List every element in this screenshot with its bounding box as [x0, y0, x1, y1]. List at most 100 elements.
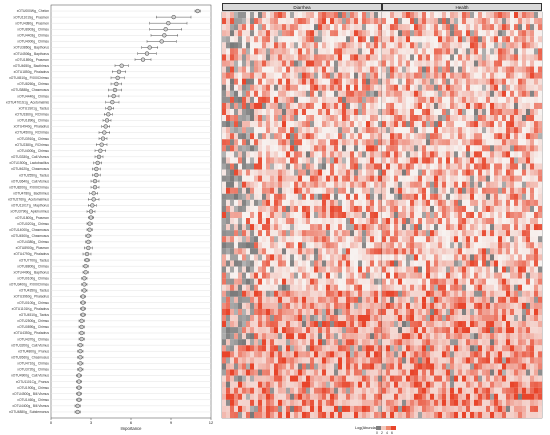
heatmap-cell: [266, 272, 271, 279]
heatmap-cell: [322, 327, 327, 334]
heatmap-cell: [454, 290, 459, 297]
heatmap-cell: [530, 248, 535, 255]
heatmap-cell: [394, 242, 399, 249]
heatmap-cell: [290, 102, 295, 110]
heatmap-cell: [454, 181, 459, 188]
heatmap-cell: [326, 66, 331, 73]
heatmap-cell: [294, 18, 299, 25]
heatmap-cell: [490, 290, 495, 297]
heatmap-cell: [262, 187, 267, 194]
heatmap-cell: [270, 290, 275, 297]
heatmap-cell: [466, 278, 471, 285]
heatmap-cell: [282, 321, 287, 328]
heatmap-cell: [314, 127, 319, 134]
heatmap-cell: [322, 399, 327, 406]
heatmap-cell: [282, 102, 287, 110]
heatmap-cell: [226, 345, 231, 352]
heatmap-cell: [226, 115, 231, 122]
heatmap-cell: [458, 181, 463, 188]
heatmap-cell: [398, 248, 403, 255]
heatmap-cell: [510, 48, 515, 55]
heatmap-cell: [222, 127, 227, 134]
dotplot-row-label: xOTU4650g_ Bacthimus: [13, 64, 49, 68]
heatmap-cell: [430, 181, 435, 188]
heatmap-cell: [482, 12, 487, 19]
heatmap-cell: [494, 260, 499, 267]
heatmap-cell: [466, 24, 471, 31]
heatmap-cell: [538, 60, 543, 67]
heatmap-cell: [430, 236, 435, 243]
heatmap-cell: [434, 266, 439, 273]
heatmap-cell: [518, 199, 523, 206]
heatmap-cell: [382, 236, 387, 243]
heatmap-cell: [274, 145, 279, 152]
heatmap-cell: [254, 66, 259, 73]
heatmap-cell: [538, 181, 543, 188]
heatmap-cell: [234, 345, 239, 352]
heatmap-cell: [230, 272, 235, 279]
heatmap-cell: [246, 127, 251, 134]
heatmap-cell: [342, 157, 347, 164]
heatmap-cell: [262, 363, 267, 370]
heatmap-cell: [434, 290, 439, 297]
heatmap-cell: [382, 266, 387, 273]
heatmap-cell: [414, 96, 419, 103]
heatmap-cell: [526, 211, 531, 219]
dotplot-row-label: xOTU4940g_ Phaladrus: [14, 125, 50, 129]
heatmap-cell: [514, 42, 519, 49]
heatmap-cell: [518, 236, 523, 243]
heatmap-cell: [346, 284, 351, 291]
heatmap-cell: [466, 236, 471, 243]
heatmap-cell: [222, 115, 227, 122]
heatmap-cell: [326, 151, 331, 158]
heatmap-cell: [322, 351, 327, 358]
heatmap-cell: [222, 163, 227, 170]
heatmap-cell: [294, 24, 299, 31]
heatmap-cell: [342, 18, 347, 25]
heatmap-cell: [366, 302, 371, 309]
heatmap-cell: [394, 248, 399, 255]
heatmap-cell: [326, 308, 331, 316]
heatmap-cell: [242, 169, 247, 176]
heatmap-cell: [518, 84, 523, 91]
heatmap-cell: [510, 18, 515, 25]
heatmap-cell: [394, 12, 399, 19]
heatmap-cell: [270, 387, 275, 394]
heatmap-cell: [446, 242, 451, 249]
heatmap-cell: [342, 230, 347, 237]
heatmap-cell: [390, 151, 395, 158]
heatmap-cell: [258, 260, 263, 267]
heatmap-cell: [238, 187, 243, 194]
heatmap-cell: [390, 60, 395, 67]
heatmap-cell: [238, 278, 243, 285]
heatmap-cell: [222, 205, 227, 213]
heatmap-cell: [226, 387, 231, 394]
heatmap-cell: [446, 284, 451, 291]
heatmap-cell: [250, 163, 255, 170]
dotplot-row-label: xOTU3330g_ Call.Vismus: [11, 155, 49, 159]
heatmap-cell: [406, 272, 411, 279]
heatmap-cell: [378, 218, 383, 225]
heatmap-cell: [298, 405, 303, 412]
heatmap-cell: [430, 211, 435, 219]
dotplot-point: [87, 221, 92, 226]
heatmap-cell: [374, 381, 379, 388]
heatmap-cell: [294, 405, 299, 412]
heatmap-cell: [270, 284, 275, 291]
heatmap-cell: [490, 218, 495, 225]
heatmap-cell: [486, 211, 491, 219]
heatmap-cell: [506, 272, 511, 279]
heatmap-cell: [398, 224, 403, 231]
heatmap-cell: [290, 193, 295, 200]
heatmap-cell: [342, 302, 347, 309]
heatmap-cell: [358, 60, 363, 67]
heatmap-cell: [222, 102, 227, 110]
heatmap-cell: [378, 181, 383, 188]
heatmap-cell: [458, 272, 463, 279]
heatmap-cell: [250, 242, 255, 249]
heatmap-cell: [530, 272, 535, 279]
heatmap-cell: [270, 345, 275, 352]
heatmap-cell: [366, 411, 371, 419]
heatmap-cell: [434, 139, 439, 146]
heatmap-cell: [298, 333, 303, 340]
